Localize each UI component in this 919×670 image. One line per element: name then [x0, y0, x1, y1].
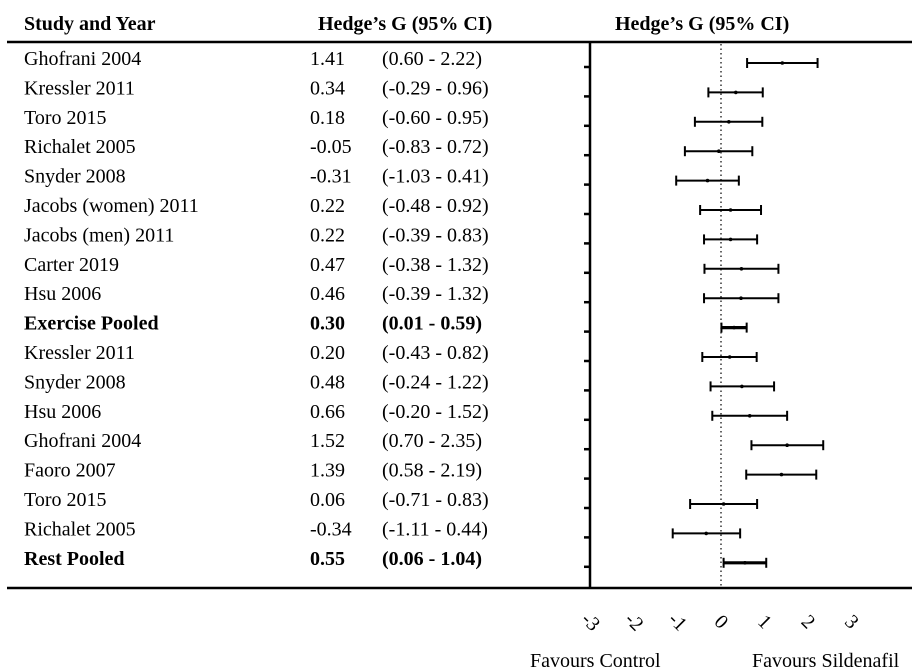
- confidence-interval: (-1.03 - 0.41): [382, 166, 489, 188]
- point-estimate: [728, 237, 733, 242]
- point-estimate: [743, 561, 747, 565]
- study-name: Jacobs (men) 2011: [24, 224, 174, 246]
- confidence-interval: (-0.24 - 1.22): [382, 371, 489, 393]
- confidence-interval: (-0.20 - 1.52): [382, 401, 489, 423]
- study-name: Faoro 2007: [24, 460, 116, 482]
- x-tick-label: 2: [797, 611, 820, 634]
- point-estimate: [721, 502, 726, 506]
- effect-size-value: -0.05: [310, 136, 352, 158]
- point-estimate: [739, 296, 743, 301]
- confidence-interval: (0.06 - 1.04): [382, 548, 482, 570]
- effect-size-value: 0.18: [310, 107, 345, 129]
- point-estimate: [732, 325, 736, 330]
- study-name: Jacobs (women) 2011: [24, 195, 199, 217]
- point-estimate: [733, 90, 738, 95]
- x-tick-label: -2: [620, 608, 647, 635]
- point-estimate: [779, 472, 784, 477]
- study-name: Hsu 2006: [24, 283, 101, 305]
- x-tick-label: -3: [577, 608, 604, 635]
- header-study: Study and Year: [24, 13, 156, 35]
- study-name: Toro 2015: [24, 107, 106, 129]
- point-estimate: [785, 443, 789, 448]
- effect-size-value: 0.46: [310, 283, 345, 305]
- effect-size-value: 0.66: [310, 401, 345, 423]
- point-estimate: [728, 208, 733, 212]
- point-estimate: [727, 355, 732, 359]
- effect-size-value: 0.30: [310, 313, 345, 335]
- confidence-interval: (0.70 - 2.35): [382, 430, 482, 452]
- x-tick-label: 3: [840, 611, 863, 634]
- study-name: Kressler 2011: [24, 77, 135, 99]
- point-estimate: [704, 531, 709, 536]
- point-estimate: [739, 267, 744, 271]
- point-estimate: [705, 178, 710, 183]
- confidence-interval: (-0.60 - 0.95): [382, 107, 489, 129]
- header-hedges-g-ci: Hedge’s G (95% CI): [318, 13, 492, 35]
- study-name: Ghofrani 2004: [24, 430, 141, 452]
- point-estimate: [747, 414, 752, 418]
- label-favours-sildenafil: Favours Sildenafil: [752, 650, 900, 670]
- point-estimate: [717, 149, 721, 153]
- study-name: Rest Pooled: [24, 548, 125, 570]
- effect-size-value: 0.55: [310, 548, 345, 570]
- effect-size-value: 1.41: [310, 48, 345, 70]
- effect-size-value: 0.48: [310, 371, 345, 393]
- confidence-interval: (0.60 - 2.22): [382, 48, 482, 70]
- study-name: Carter 2019: [24, 254, 119, 276]
- study-name: Ghofrani 2004: [24, 48, 141, 70]
- effect-size-value: 1.52: [310, 430, 345, 452]
- study-name: Toro 2015: [24, 489, 106, 511]
- confidence-interval: (0.58 - 2.19): [382, 460, 482, 482]
- confidence-interval: (-0.48 - 0.92): [382, 195, 489, 217]
- study-name: Snyder 2008: [24, 371, 126, 393]
- x-tick-label: 0: [710, 611, 733, 634]
- confidence-interval: (-1.11 - 0.44): [382, 518, 488, 540]
- confidence-interval: (-0.71 - 0.83): [382, 489, 489, 511]
- x-tick-label: 1: [753, 611, 776, 634]
- plot-area: [584, 44, 825, 586]
- effect-size-value: 1.39: [310, 460, 345, 482]
- point-estimate: [727, 120, 731, 124]
- effect-size-value: 0.06: [310, 489, 345, 511]
- rows-group: Ghofrani 2004 1.41 (0.60 - 2.22) Kressler 2…: [24, 48, 489, 570]
- label-favours-control: Favours Control: [530, 650, 661, 670]
- effect-size-value: 0.22: [310, 195, 345, 217]
- confidence-interval: (-0.39 - 1.32): [382, 283, 489, 305]
- point-estimate: [740, 384, 744, 389]
- effect-size-value: 0.20: [310, 342, 345, 364]
- confidence-interval: (-0.83 - 0.72): [382, 136, 489, 158]
- effect-size-value: -0.34: [310, 518, 352, 540]
- confidence-interval: (-0.43 - 0.82): [382, 342, 489, 364]
- study-name: Richalet 2005: [24, 136, 136, 158]
- study-name: Richalet 2005: [24, 518, 136, 540]
- point-estimate: [780, 61, 785, 65]
- x-tick-label: -1: [664, 608, 691, 635]
- effect-size-value: 0.47: [310, 254, 345, 276]
- study-name: Snyder 2008: [24, 166, 126, 188]
- study-name: Exercise Pooled: [24, 313, 159, 335]
- confidence-interval: (-0.29 - 0.96): [382, 77, 489, 99]
- effect-size-value: 0.22: [310, 224, 345, 246]
- confidence-interval: (-0.39 - 0.83): [382, 224, 489, 246]
- confidence-interval: (-0.38 - 1.32): [382, 254, 489, 276]
- study-name: Kressler 2011: [24, 342, 135, 364]
- effect-size-value: -0.31: [310, 166, 352, 188]
- effect-size-value: 0.34: [310, 77, 345, 99]
- confidence-interval: (0.01 - 0.59): [382, 313, 482, 335]
- x-axis-ticks: -3 -2 -1 0 1 2 3: [577, 608, 863, 635]
- header-plot: Hedge’s G (95% CI): [615, 13, 789, 35]
- study-name: Hsu 2006: [24, 401, 101, 423]
